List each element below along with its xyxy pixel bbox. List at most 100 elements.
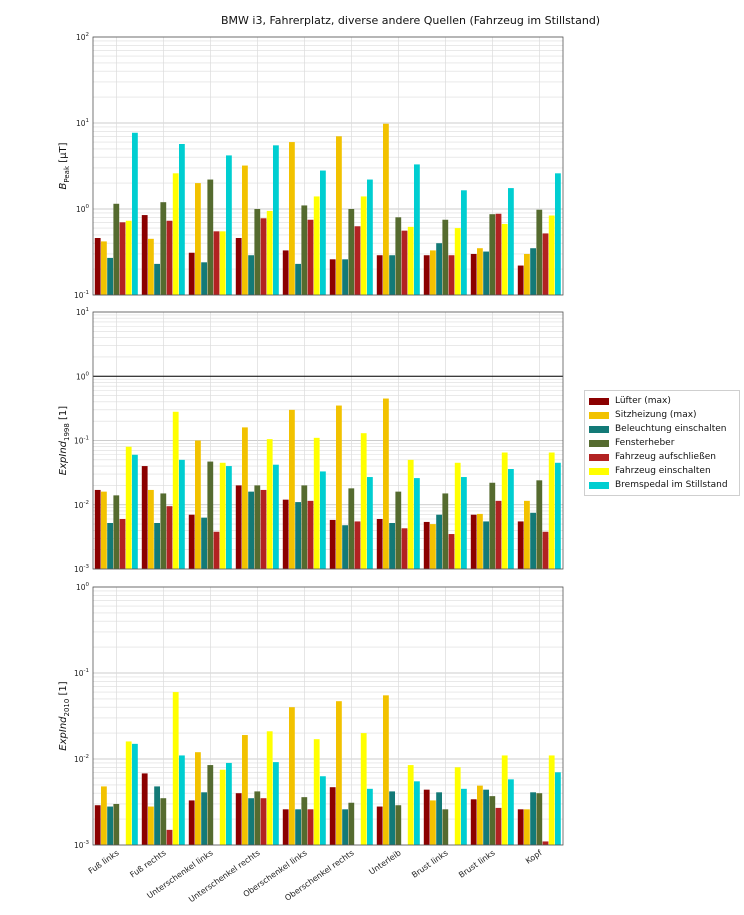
legend-label: Beleuchtung einschalten bbox=[615, 424, 727, 434]
tick-base: 10 bbox=[74, 565, 84, 574]
bar bbox=[501, 452, 508, 569]
bar bbox=[94, 238, 101, 295]
bar bbox=[442, 809, 449, 845]
bar bbox=[508, 469, 514, 569]
bar bbox=[542, 841, 549, 845]
bar bbox=[254, 791, 261, 845]
bar bbox=[501, 755, 508, 845]
bar bbox=[166, 506, 173, 569]
bar bbox=[530, 512, 536, 569]
tick-exponent: 1 bbox=[86, 118, 90, 124]
bar bbox=[266, 210, 273, 295]
bar bbox=[107, 806, 113, 845]
y-tick-label: 101 bbox=[76, 307, 89, 317]
bar bbox=[555, 462, 561, 569]
bar bbox=[407, 765, 414, 845]
bar bbox=[207, 765, 214, 845]
bar bbox=[470, 799, 477, 845]
bar bbox=[489, 796, 496, 845]
x-tick-label: Kopf bbox=[524, 848, 544, 866]
bar bbox=[530, 248, 536, 295]
tick-base: 10 bbox=[76, 583, 86, 592]
bar bbox=[430, 524, 436, 569]
bar bbox=[401, 230, 408, 295]
bar bbox=[536, 480, 543, 569]
bar bbox=[470, 514, 477, 569]
bar bbox=[219, 462, 226, 569]
y-axis-label: BPeak [µT] bbox=[58, 142, 71, 189]
bar bbox=[407, 226, 414, 295]
bar bbox=[172, 692, 179, 845]
ylabel-unit: [µT] bbox=[58, 142, 69, 166]
legend-label: Sitzheizung (max) bbox=[615, 410, 697, 420]
bar bbox=[172, 411, 179, 569]
legend-swatch bbox=[589, 439, 609, 447]
bar bbox=[179, 459, 185, 569]
bar bbox=[414, 478, 420, 569]
bar bbox=[179, 755, 185, 845]
bar bbox=[524, 809, 530, 845]
y-tick-label: 10-2 bbox=[74, 754, 89, 764]
bar bbox=[273, 464, 279, 569]
bar bbox=[360, 733, 367, 845]
bar bbox=[125, 220, 132, 295]
plot-frame bbox=[92, 311, 564, 570]
bar bbox=[389, 522, 395, 569]
bar bbox=[260, 218, 267, 295]
x-tick-label: Brust links bbox=[410, 848, 450, 879]
ylabel-unit: [1] bbox=[58, 681, 69, 698]
bar bbox=[489, 214, 496, 295]
bar bbox=[336, 136, 342, 295]
bar bbox=[113, 203, 120, 295]
bar bbox=[132, 743, 138, 845]
legend-item-5: Fahrzeug aufschließen bbox=[589, 450, 735, 464]
bar bbox=[119, 519, 126, 569]
bar bbox=[307, 809, 314, 845]
bar bbox=[254, 485, 261, 569]
bar bbox=[495, 213, 502, 295]
chart-title: BMW i3, Fahrerplatz, diverse andere Quel… bbox=[221, 14, 601, 27]
bar bbox=[517, 521, 524, 569]
bar bbox=[226, 762, 232, 845]
bar bbox=[477, 248, 483, 295]
y-axis-label: ExpInd1998 [1] bbox=[58, 406, 71, 475]
bar bbox=[119, 222, 126, 295]
bar bbox=[266, 731, 273, 845]
legend-label: Fensterheber bbox=[615, 438, 675, 448]
bar bbox=[329, 259, 336, 295]
bar bbox=[107, 257, 113, 295]
bar bbox=[423, 789, 430, 845]
tick-exponent: 0 bbox=[86, 204, 90, 210]
bar bbox=[125, 446, 132, 569]
tick-exponent: 0 bbox=[86, 371, 90, 377]
bar bbox=[536, 209, 543, 295]
bar bbox=[188, 514, 195, 569]
bar bbox=[195, 752, 201, 845]
bar bbox=[395, 491, 402, 569]
y-tick-label: 10-2 bbox=[74, 500, 89, 510]
y-tick-label: 100 bbox=[76, 582, 90, 592]
ylabel-main: ExpInd bbox=[58, 716, 69, 751]
y-tick-label: 100 bbox=[76, 204, 90, 214]
bar bbox=[376, 255, 383, 295]
bar bbox=[555, 772, 561, 845]
bar bbox=[166, 220, 173, 295]
bar bbox=[542, 233, 549, 295]
bar bbox=[195, 440, 201, 569]
bar bbox=[530, 792, 536, 845]
bar bbox=[160, 798, 167, 845]
bar bbox=[454, 228, 461, 295]
bar bbox=[430, 250, 436, 295]
bar bbox=[524, 500, 530, 569]
bar bbox=[213, 231, 220, 295]
bar bbox=[313, 739, 320, 845]
bar bbox=[289, 409, 295, 569]
tick-exponent: -3 bbox=[84, 564, 90, 570]
bar bbox=[195, 183, 201, 295]
bar bbox=[160, 493, 167, 569]
bar bbox=[132, 132, 138, 295]
